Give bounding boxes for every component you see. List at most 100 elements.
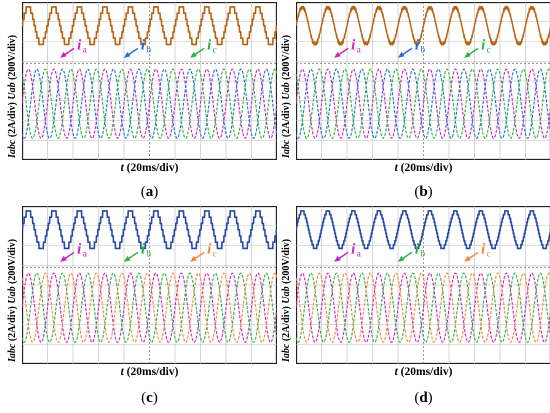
y-axis-label: Iabc (2A/div) Uab (200V/div): [281, 239, 292, 362]
phase-label-subscript: b: [420, 249, 425, 259]
caption-letter: b: [419, 184, 428, 200]
phase-label-subscript: b: [420, 45, 425, 55]
phase-label-subscript: a: [83, 249, 88, 259]
current-axis-unit: (2A/div): [7, 303, 18, 344]
phase-label-subscript: c: [487, 45, 491, 55]
phase-label-symbol: i: [351, 37, 356, 53]
phase-label-subscript: b: [146, 45, 151, 55]
series-ib: [296, 68, 550, 139]
time-axis-name: t: [120, 366, 124, 378]
time-axis-unit: (20ms/div): [123, 162, 179, 174]
arrow-head-icon: [464, 255, 471, 262]
current-axis-unit: (2A/div): [281, 303, 292, 344]
series-ib: [22, 272, 277, 343]
caption-letter: a: [145, 184, 154, 200]
series-ic: [22, 272, 277, 343]
caption-open-paren: (: [414, 390, 420, 406]
time-axis-name: t: [394, 366, 398, 378]
time-axis-unit: (20ms/div): [123, 366, 179, 378]
phase-label-symbol: i: [415, 37, 420, 53]
figure-panel-d: Iabc (2A/div) Uab (200V/div) i a i b i c t (20m…: [280, 204, 550, 410]
arrow-head-icon: [397, 51, 405, 58]
phase-label-symbol: i: [481, 241, 486, 257]
phase-label-symbol: i: [77, 37, 82, 53]
arrow-head-icon: [60, 51, 67, 58]
phase-label-symbol: i: [481, 37, 486, 53]
arrow-head-icon: [190, 51, 197, 58]
voltage-axis-name: Uab: [281, 82, 292, 100]
caption-close-paren: ): [427, 390, 433, 406]
phase-label-subscript: a: [357, 45, 362, 55]
phase-label-symbol: i: [141, 241, 146, 257]
arrow-head-icon: [60, 255, 67, 262]
caption-open-paren: (: [141, 390, 147, 406]
caption-open-paren: (: [414, 184, 420, 200]
current-axis-unit: (2A/div): [7, 99, 18, 140]
arrow-head-icon: [123, 255, 131, 262]
voltage-axis-unit: (200V/div): [281, 238, 292, 287]
subfigure-caption: (c): [22, 390, 277, 407]
current-axis-name: Iabc: [7, 139, 18, 158]
voltage-axis-unit: (200V/div): [7, 238, 18, 287]
voltage-axis-name: Uab: [281, 286, 292, 304]
phase-label-symbol: i: [207, 241, 212, 257]
caption-open-paren: (: [140, 184, 146, 200]
current-axis-name: Iabc: [7, 343, 18, 362]
phase-label-symbol: i: [141, 37, 146, 53]
x-axis-label: t (20ms/div): [296, 162, 550, 174]
series-ia: [22, 68, 277, 139]
voltage-axis-unit: (200V/div): [7, 34, 18, 83]
current-axis-name: Iabc: [281, 343, 292, 362]
figure-panel-a: Iabc (2A/div) Uab (200V/div) i a i b i c t (20m…: [6, 0, 277, 204]
series-ib: [296, 272, 550, 343]
current-axis-unit: (2A/div): [281, 99, 292, 140]
caption-letter: d: [419, 390, 428, 406]
arrow-head-icon: [464, 51, 471, 58]
current-axis-name: Iabc: [281, 139, 292, 158]
phase-label-symbol: i: [351, 241, 356, 257]
series-ib: [22, 68, 277, 139]
voltage-axis-name: Uab: [7, 286, 18, 304]
figure-panel-c: Iabc (2A/div) Uab (200V/div) i a i b i c t (20m…: [6, 204, 277, 410]
series-ic: [296, 272, 550, 343]
series-ic: [296, 68, 550, 139]
voltage-axis-name: Uab: [7, 82, 18, 100]
phase-label-subscript: a: [357, 249, 362, 259]
caption-letter: c: [146, 390, 153, 406]
arrow-head-icon: [190, 255, 197, 262]
series-ia: [296, 68, 550, 139]
time-axis-name: t: [120, 162, 124, 174]
caption-close-paren: ): [152, 390, 158, 406]
time-axis-unit: (20ms/div): [397, 366, 453, 378]
caption-close-paren: ): [427, 184, 433, 200]
time-axis-unit: (20ms/div): [397, 162, 453, 174]
caption-close-paren: ): [153, 184, 159, 200]
time-axis-name: t: [394, 162, 398, 174]
phase-label-subscript: c: [213, 45, 217, 55]
subfigure-caption: (b): [296, 184, 550, 201]
phase-label-subscript: a: [83, 45, 88, 55]
phase-label-symbol: i: [77, 241, 82, 257]
arrow-head-icon: [123, 51, 131, 58]
x-axis-label: t (20ms/div): [22, 162, 277, 174]
series-ia: [296, 272, 550, 343]
y-axis-label: Iabc (2A/div) Uab (200V/div): [7, 239, 18, 362]
phase-label-symbol: i: [415, 241, 420, 257]
figure-panel-b: Iabc (2A/div) Uab (200V/div) i a i b i c t (20m…: [280, 0, 550, 204]
y-axis-label: Iabc (2A/div) Uab (200V/div): [7, 35, 18, 158]
